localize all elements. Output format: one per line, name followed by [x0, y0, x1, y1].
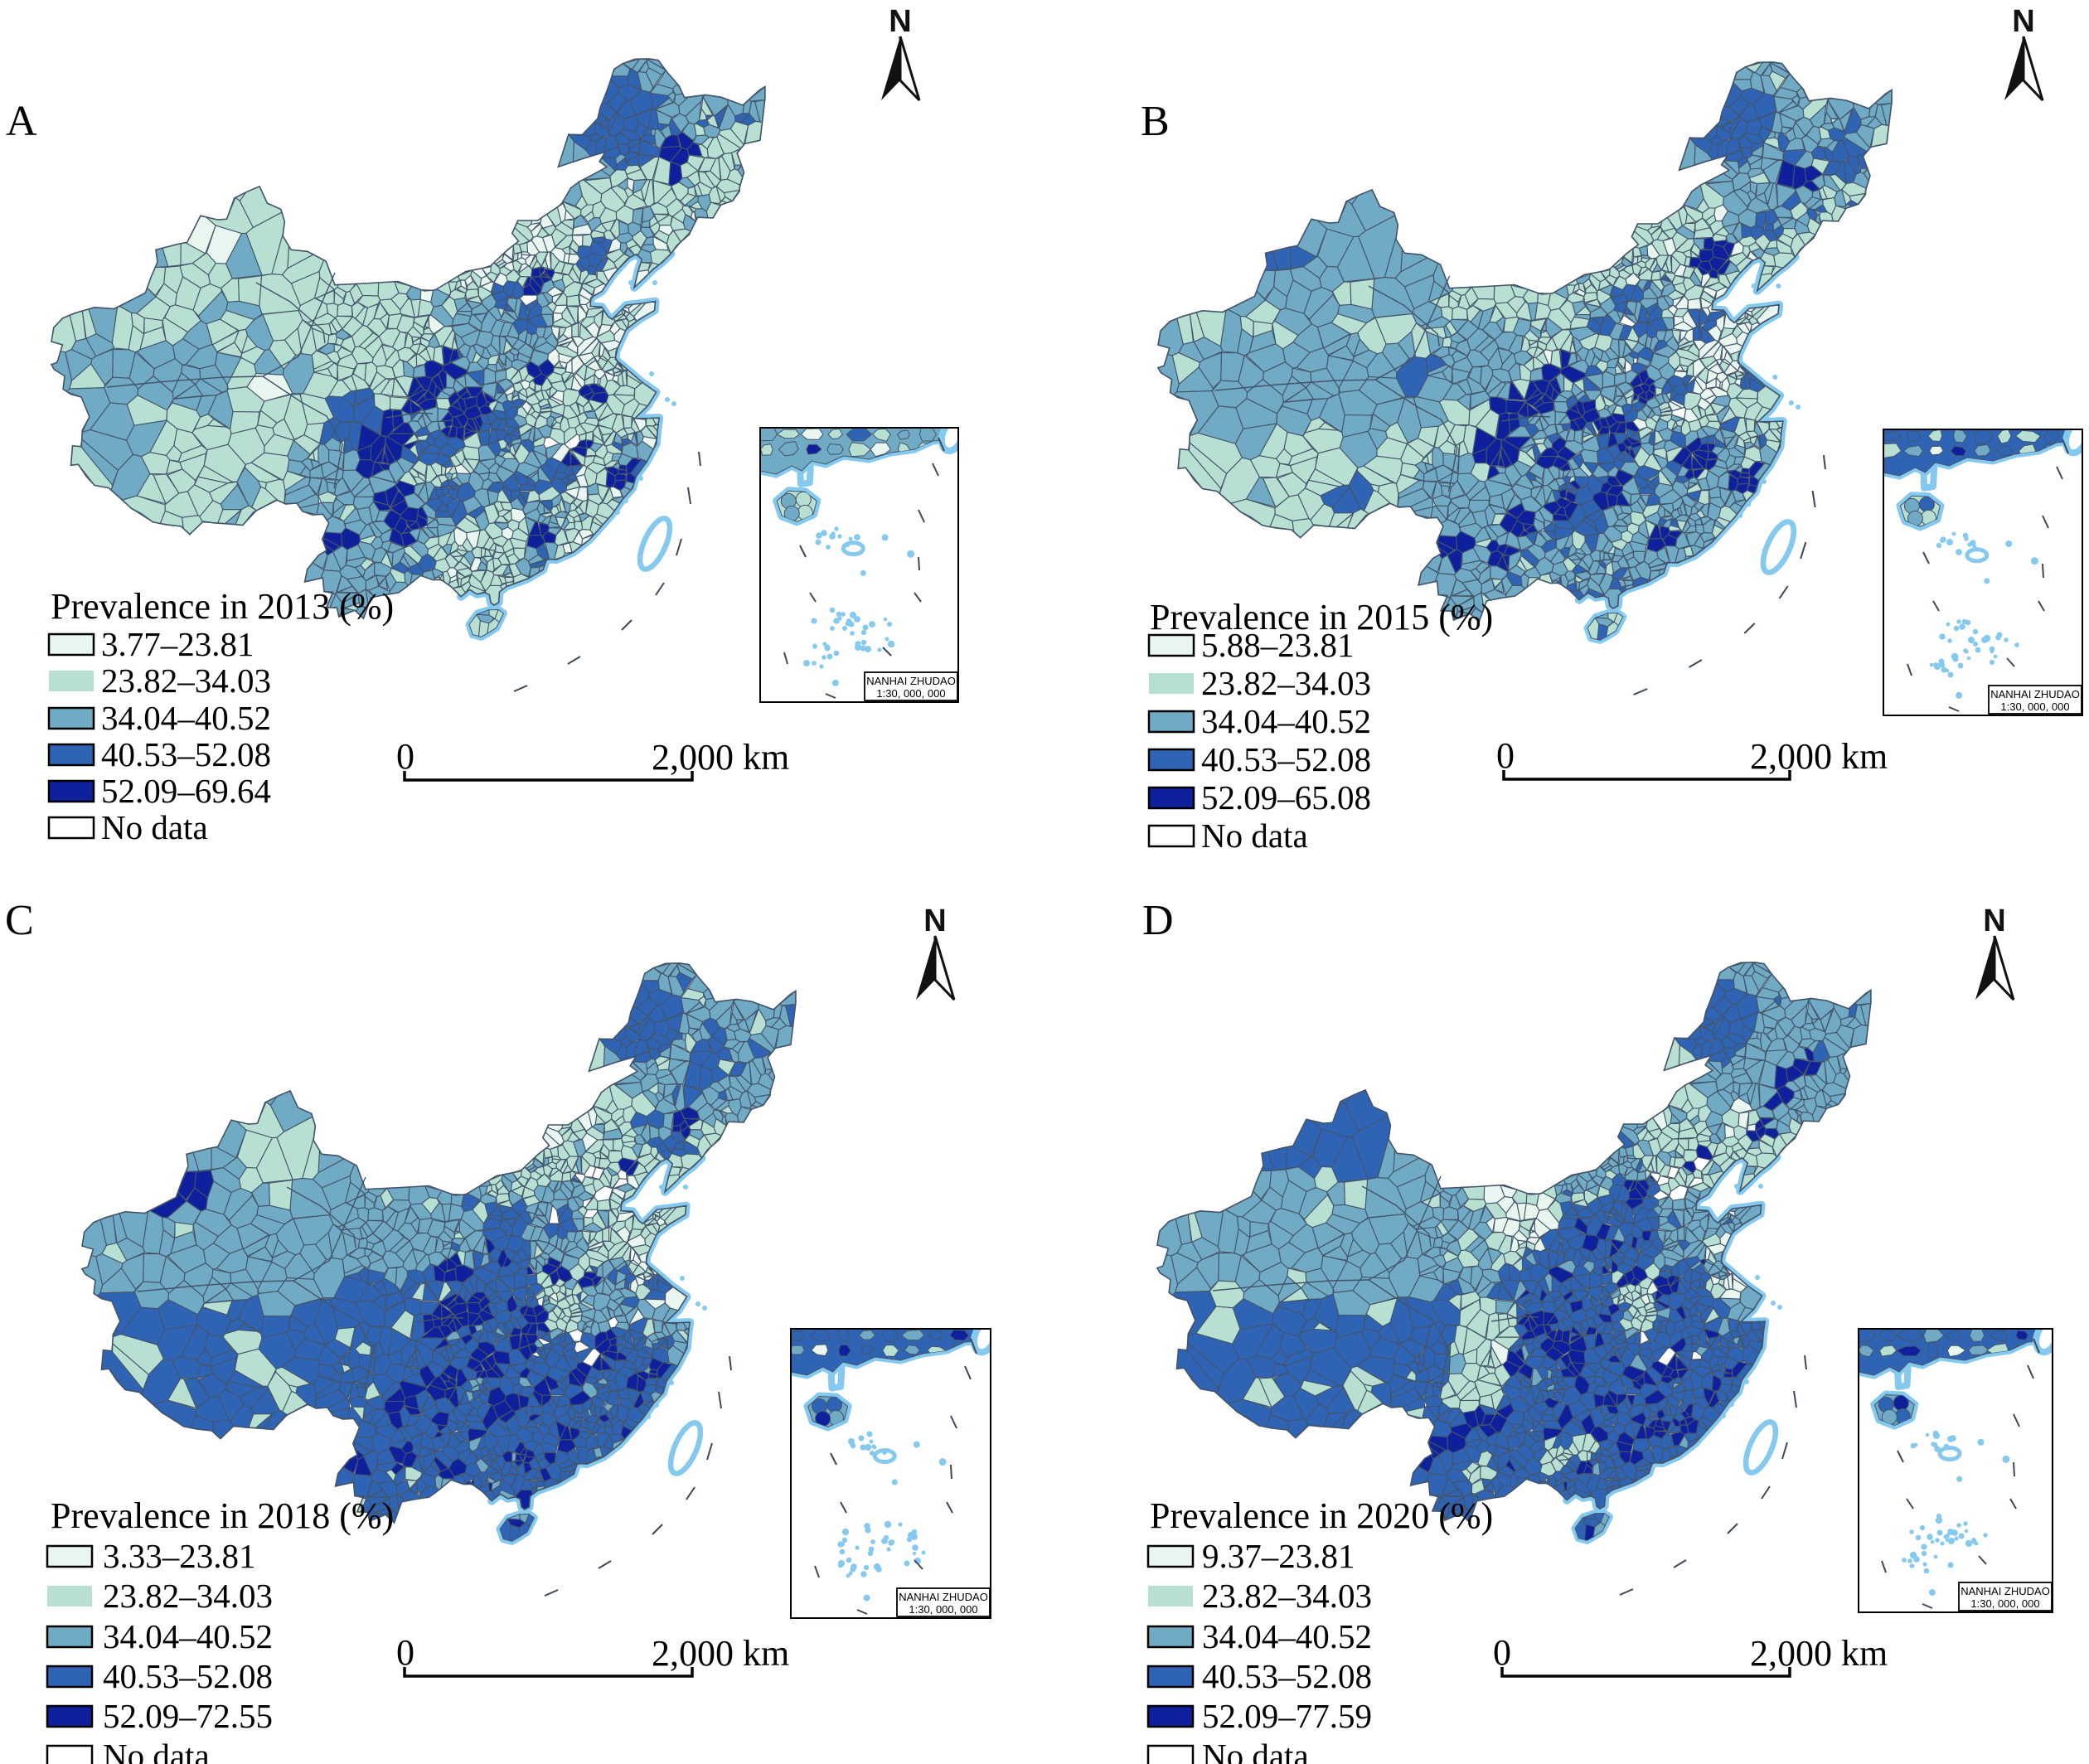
svg-text:2,000 km: 2,000 km [1750, 736, 1888, 777]
svg-text:9.37–23.81: 9.37–23.81 [1202, 1537, 1355, 1575]
svg-text:23.82–34.03: 23.82–34.03 [101, 662, 271, 700]
svg-text:40.53–52.08: 40.53–52.08 [1201, 740, 1371, 778]
svg-text:0: 0 [396, 1632, 414, 1673]
svg-text:0: 0 [1493, 1632, 1511, 1673]
svg-text:5.88–23.81: 5.88–23.81 [1201, 626, 1355, 664]
svg-text:40.53–52.08: 40.53–52.08 [101, 735, 271, 773]
svg-text:2,000 km: 2,000 km [652, 1633, 789, 1674]
svg-text:No data: No data [1202, 1737, 1309, 1764]
svg-text:1:30, 000, 000: 1:30, 000, 000 [2000, 700, 2069, 713]
svg-text:1:30, 000, 000: 1:30, 000, 000 [1970, 1597, 2039, 1610]
svg-text:52.09–65.08: 52.09–65.08 [1201, 778, 1371, 817]
svg-text:No data: No data [103, 1737, 210, 1764]
svg-text:1:30, 000, 000: 1:30, 000, 000 [909, 1603, 977, 1616]
svg-text:52.09–77.59: 52.09–77.59 [1202, 1697, 1372, 1735]
svg-text:NANHAI ZHUDAO: NANHAI ZHUDAO [899, 1591, 988, 1603]
svg-text:40.53–52.08: 40.53–52.08 [1202, 1657, 1372, 1695]
svg-text:3.77–23.81: 3.77–23.81 [101, 625, 254, 663]
svg-text:No data: No data [1201, 817, 1308, 855]
svg-text:2,000 km: 2,000 km [652, 737, 789, 778]
svg-text:Prevalence in 2018 (%): Prevalence in 2018 (%) [51, 1495, 394, 1536]
svg-text:Prevalence in 2020 (%): Prevalence in 2020 (%) [1150, 1495, 1493, 1536]
svg-text:0: 0 [1496, 735, 1515, 776]
svg-text:0: 0 [396, 736, 414, 777]
svg-text:3.33–23.81: 3.33–23.81 [103, 1537, 256, 1575]
svg-text:52.09–69.64: 52.09–69.64 [101, 772, 271, 810]
svg-text:N: N [2012, 4, 2034, 39]
svg-text:34.04–40.52: 34.04–40.52 [1202, 1617, 1372, 1655]
svg-text:NANHAI ZHUDAO: NANHAI ZHUDAO [1990, 688, 2080, 700]
svg-text:NANHAI ZHUDAO: NANHAI ZHUDAO [1961, 1585, 2050, 1597]
svg-text:N: N [889, 4, 911, 39]
svg-text:2,000 km: 2,000 km [1750, 1633, 1888, 1674]
svg-text:A: A [6, 98, 37, 145]
svg-text:No data: No data [101, 808, 208, 846]
svg-text:52.09–72.55: 52.09–72.55 [103, 1697, 273, 1735]
svg-text:N: N [1983, 904, 2005, 938]
svg-text:40.53–52.08: 40.53–52.08 [103, 1657, 273, 1695]
svg-text:NANHAI ZHUDAO: NANHAI ZHUDAO [866, 675, 956, 687]
svg-text:B: B [1141, 98, 1170, 145]
svg-text:23.82–34.03: 23.82–34.03 [103, 1577, 273, 1615]
svg-text:1:30, 000, 000: 1:30, 000, 000 [876, 687, 945, 700]
svg-text:34.04–40.52: 34.04–40.52 [103, 1617, 273, 1655]
svg-text:34.04–40.52: 34.04–40.52 [101, 699, 271, 737]
svg-text:Prevalence in 2013 (%): Prevalence in 2013 (%) [51, 586, 394, 627]
svg-text:N: N [923, 904, 946, 938]
svg-text:23.82–34.03: 23.82–34.03 [1201, 664, 1371, 702]
svg-text:C: C [5, 897, 34, 944]
svg-text:23.82–34.03: 23.82–34.03 [1202, 1577, 1372, 1615]
svg-text:34.04–40.52: 34.04–40.52 [1201, 702, 1371, 740]
svg-text:D: D [1142, 897, 1174, 944]
svg-text:Prevalence in 2015 (%): Prevalence in 2015 (%) [1150, 597, 1493, 637]
